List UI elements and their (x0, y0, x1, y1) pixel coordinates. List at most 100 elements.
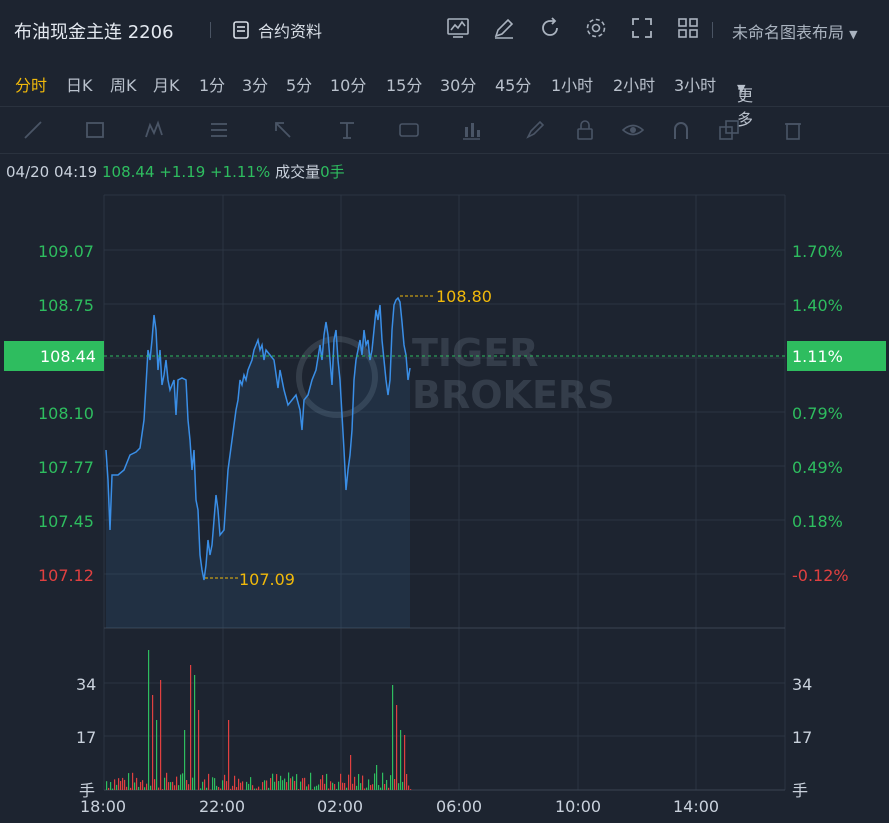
tab-period-12[interactable]: 2小时 (613, 76, 656, 95)
volume-bar (290, 778, 292, 790)
volume-bar (158, 787, 160, 790)
trash-icon[interactable] (782, 119, 804, 141)
volume-tick-right: 34 (792, 675, 812, 694)
volume-bar (134, 782, 136, 790)
volume-bar (384, 783, 386, 790)
volume-bar (400, 730, 402, 790)
tab-period-8[interactable]: 15分 (386, 76, 423, 95)
refresh-icon[interactable] (538, 16, 562, 40)
gear-icon[interactable] (584, 16, 608, 40)
volume-bar (218, 786, 220, 790)
volume-bar (132, 772, 134, 790)
eye-icon[interactable] (622, 119, 644, 141)
arrow-icon[interactable] (272, 119, 294, 141)
volume-bar (120, 781, 122, 790)
volume-bar (276, 774, 278, 790)
volume-bar (314, 786, 316, 790)
volume-bar (382, 772, 384, 790)
volume-bar (208, 773, 210, 790)
volume-bar (224, 774, 226, 790)
quote-datetime: 04/20 04:19 (6, 163, 98, 181)
volume-bar (274, 781, 276, 790)
volume-bar (168, 782, 170, 790)
edit-icon[interactable] (492, 16, 516, 40)
volume-bar (126, 786, 128, 790)
volume-bar (344, 782, 346, 790)
volume-bar (354, 776, 356, 790)
brush-icon[interactable] (524, 119, 546, 141)
magnet-icon[interactable] (670, 119, 692, 141)
volume-bar (240, 782, 242, 790)
volume-bar (284, 778, 286, 790)
tab-period-7[interactable]: 10分 (330, 76, 367, 95)
pattern-icon[interactable] (144, 119, 166, 141)
volume-bar (388, 787, 390, 790)
more-label: 更多 (737, 86, 754, 129)
volume-bar (318, 784, 320, 790)
volume-bar (324, 783, 326, 790)
divider (210, 22, 211, 38)
tab-period-3[interactable]: 月K (153, 76, 180, 95)
volume-bar (180, 774, 182, 790)
volume-bar (152, 695, 154, 790)
volume-bar (266, 780, 268, 790)
pct-tick-right: -0.12% (792, 566, 849, 585)
bar-chart-icon[interactable] (460, 119, 482, 141)
fullscreen-icon[interactable] (630, 16, 654, 40)
tab-period-11[interactable]: 1小时 (551, 76, 594, 95)
tab-period-4[interactable]: 1分 (199, 76, 226, 95)
tab-period-13[interactable]: 3小时 (674, 76, 717, 95)
chart-indicator-icon[interactable] (446, 16, 470, 40)
contract-info-button[interactable]: 合约资料 (232, 18, 322, 42)
price-tick-left: 107.12 (38, 566, 94, 585)
pct-tick-right: 1.70% (792, 242, 843, 261)
time-tick: 02:00 (317, 797, 363, 816)
tab-period-2[interactable]: 周K (110, 76, 137, 95)
tab-period-5[interactable]: 3分 (242, 76, 269, 95)
volume-bar (200, 788, 202, 790)
volume-bar (336, 788, 338, 790)
volume-bar (308, 784, 310, 790)
volume-bar (392, 685, 394, 790)
volume-bar (298, 789, 300, 790)
volume-bar (216, 785, 218, 790)
volume-bar (150, 785, 152, 790)
fibonacci-icon[interactable] (208, 119, 230, 141)
pct-tick-right: 0.79% (792, 404, 843, 423)
volume-bar (232, 785, 234, 790)
text-cursor-icon[interactable] (336, 119, 358, 141)
label-icon[interactable] (398, 119, 420, 141)
rectangle-icon[interactable] (84, 119, 106, 141)
volume-bar (410, 789, 412, 790)
tab-period-0[interactable]: 分时 (15, 76, 48, 95)
volume-bar (142, 780, 144, 790)
volume-bar (396, 705, 398, 790)
volume-bar (194, 675, 196, 790)
volume-bar (130, 787, 132, 790)
copy-icon[interactable] (718, 119, 740, 141)
volume-value: 0手 (320, 163, 345, 181)
layout-dropdown[interactable]: 未命名图表布局 ▼ (732, 19, 858, 43)
volume-bar (264, 780, 266, 790)
tab-period-9[interactable]: 30分 (440, 76, 477, 95)
volume-bar (220, 788, 222, 790)
volume-bar (310, 772, 312, 790)
volume-bar (402, 781, 404, 790)
low-price-label: 107.09 (239, 570, 295, 589)
volume-bar (376, 765, 378, 790)
lock-icon[interactable] (574, 119, 596, 141)
tab-period-1[interactable]: 日K (66, 76, 93, 95)
volume-bar (312, 789, 314, 790)
volume-bar (248, 783, 250, 790)
tab-period-10[interactable]: 45分 (495, 76, 532, 95)
volume-bar (204, 779, 206, 790)
grid-layout-icon[interactable] (676, 16, 700, 40)
volume-bar (170, 782, 172, 790)
volume-bar (296, 774, 298, 790)
volume-bar (128, 773, 130, 790)
tab-period-6[interactable]: 5分 (286, 76, 313, 95)
trend-line-icon[interactable] (22, 119, 44, 141)
volume-bar (364, 788, 366, 790)
time-tick: 22:00 (199, 797, 245, 816)
